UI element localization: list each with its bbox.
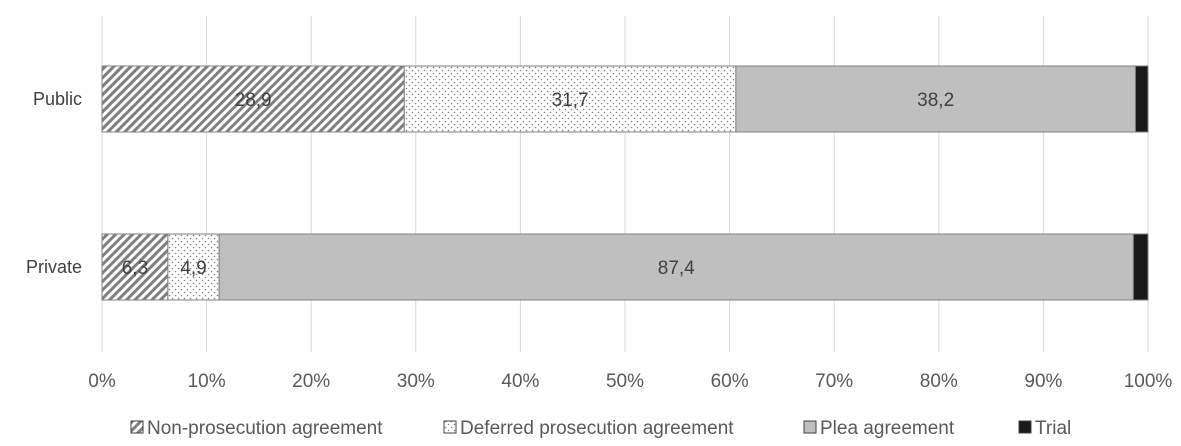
data-label: 31,7 <box>552 90 589 111</box>
bar-segment-deferred-prosecution-agreement <box>167 233 220 301</box>
x-tick-label: 0% <box>88 371 116 392</box>
data-label: 6,3 <box>122 258 148 279</box>
x-axis-ticks: 0% 10% 20% 30% 40% 50% 60% 70% 80% 90% 100% <box>88 371 1172 392</box>
legend-swatch-deferred-prosecution-agreement <box>443 420 457 434</box>
data-label: 87,4 <box>658 258 695 279</box>
x-tick-label: 60% <box>711 371 749 392</box>
x-tick-label: 80% <box>920 371 958 392</box>
bar-segment-deferred-prosecution-agreement <box>403 65 737 133</box>
x-tick-label: 70% <box>815 371 853 392</box>
bars: 28,9 31,7 38,2 6,3 4,9 87,4 <box>101 65 1149 301</box>
bar-segment-plea-agreement <box>735 65 1136 133</box>
category-label: Public <box>33 89 82 109</box>
data-label: 4,9 <box>180 258 206 279</box>
legend-swatch-non-prosecution-agreement <box>130 420 144 434</box>
category-label: Private <box>26 257 82 277</box>
legend-label: Non-prosecution agreement <box>147 418 383 439</box>
legend: Non-prosecution agreement Deferred prosec… <box>130 418 1071 439</box>
legend-label: Plea agreement <box>820 418 955 439</box>
legend-label: Trial <box>1035 418 1071 439</box>
bar-segment-non-prosecution-agreement <box>101 233 169 301</box>
x-tick-label: 40% <box>501 371 539 392</box>
x-tick-label: 90% <box>1024 371 1062 392</box>
x-tick-label: 100% <box>1124 371 1173 392</box>
legend-swatch-trial <box>1018 420 1032 434</box>
x-tick-label: 50% <box>606 371 644 392</box>
data-label: 28,9 <box>235 90 272 111</box>
x-tick-label: 10% <box>188 371 226 392</box>
bar-segment-trial <box>1134 65 1149 133</box>
data-label: 38,2 <box>917 90 954 111</box>
legend-label: Deferred prosecution agreement <box>460 418 734 439</box>
x-tick-label: 30% <box>397 371 435 392</box>
x-tick-label: 20% <box>292 371 330 392</box>
legend-swatch-plea-agreement <box>803 420 817 434</box>
bar-segment-non-prosecution-agreement <box>101 65 405 133</box>
category-labels: Public Private <box>26 89 82 277</box>
bar-segment-trial <box>1132 233 1149 301</box>
bar-segment-plea-agreement <box>218 233 1134 301</box>
